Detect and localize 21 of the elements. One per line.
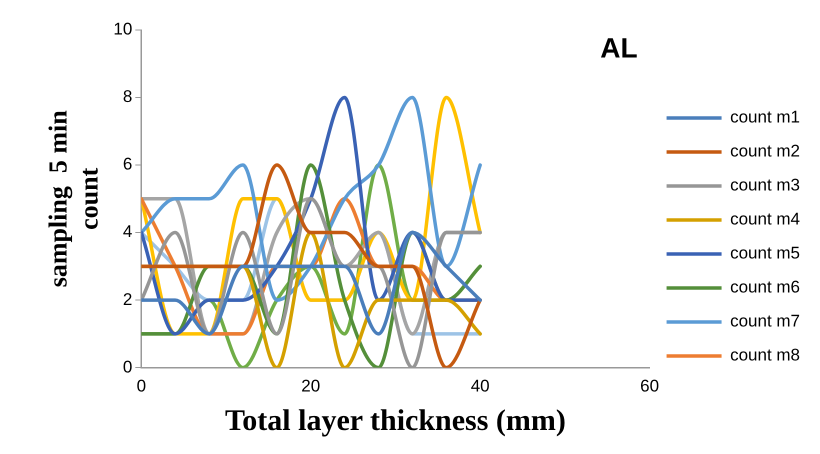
y-tick-label: 8	[122, 87, 132, 106]
chart-title: AL	[600, 32, 638, 64]
y-tick-label: 2	[122, 290, 132, 309]
legend-label: count m1	[730, 108, 800, 127]
legend-label: count m8	[730, 346, 800, 365]
legend-label: count m2	[730, 142, 800, 161]
y-tick-label: 6	[122, 154, 132, 174]
y-tick-label: 10	[113, 20, 132, 39]
x-tick-label: 60	[640, 376, 660, 396]
y-axis-title: sampling 5 min count	[43, 110, 104, 288]
y-tick-label: 0	[122, 357, 132, 376]
x-axis-title: Total layer thickness (mm)	[225, 404, 566, 437]
legend-label: count m3	[730, 176, 800, 195]
x-tick-label: 40	[470, 376, 490, 396]
legend-label: count m4	[730, 210, 800, 229]
legend-label: count m7	[730, 312, 800, 331]
y-tick-label: 4	[122, 222, 132, 242]
legend-label: count m6	[730, 278, 800, 297]
legend-label: count m5	[730, 244, 800, 263]
x-tick-label: 20	[301, 376, 320, 396]
x-tick-label: 0	[136, 376, 146, 396]
